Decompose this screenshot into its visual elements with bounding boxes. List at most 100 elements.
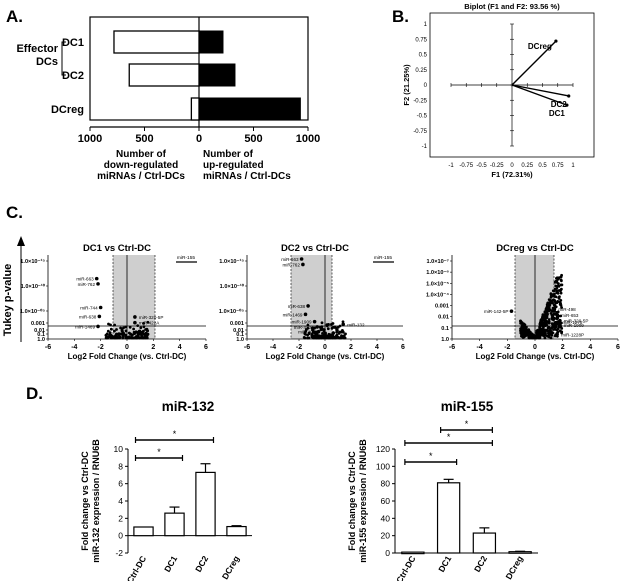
volcano-point [344, 332, 347, 336]
panel-a-right-axis-label: miRNAs / Ctrl-DCs [203, 171, 291, 182]
vector-dc1 [511, 84, 568, 106]
significance-star: * [173, 429, 177, 439]
bar-dcreg [508, 551, 532, 554]
labelled-point [98, 305, 103, 310]
labelled-point [133, 315, 137, 319]
biplot-y-tick-label: 0.25 [415, 68, 427, 74]
volcano-point [543, 331, 547, 335]
volcano-point [519, 327, 523, 331]
category-label-dcreg: DCreg [51, 104, 84, 116]
labelled-point [303, 312, 308, 317]
vector-label-dc2: DC2 [551, 100, 568, 109]
labelled-point [133, 320, 137, 325]
mirna-point-label: miR-1228P [561, 332, 584, 337]
effector-bracket [61, 41, 66, 76]
significance-star: * [157, 447, 161, 457]
volcano-point [536, 328, 540, 332]
panel-a-left-axis-label: Number of [116, 149, 167, 160]
bar-dc2 [472, 532, 497, 554]
labelled-point [341, 322, 346, 327]
volcano-y-tick-label: 1.0 [37, 337, 45, 343]
mirna-point-label: miR-744 [80, 306, 98, 311]
labelled-point [555, 313, 559, 317]
vector-point-dcreg [554, 39, 558, 43]
volcano-point [520, 331, 524, 334]
volcano-point [549, 295, 553, 299]
panel-a-left-axis-label: miRNAs / Ctrl-DCs [97, 171, 185, 182]
biplot-x-tick-label: -0.75 [459, 163, 473, 169]
volcano-point [312, 326, 316, 330]
biplot-y-tick-label: 1 [424, 22, 428, 28]
bar-down-dc1 [113, 30, 200, 54]
bar-chart-y-axis-label: Fold change vs Ctrl-DC [347, 451, 357, 551]
bar-dc1 [436, 482, 461, 554]
volcano-point [545, 321, 548, 325]
biplot-x-tick-label: -0.25 [490, 163, 504, 169]
volcano-point [527, 333, 531, 337]
volcano-x-tick-label: 2 [151, 344, 155, 351]
panel-c-volcano-plots: C. Tukey p-value DC1 vs Ctrl-DC -6 -4 -2 0 2 4… [2, 203, 620, 361]
expression-bar-chart-mir-132: miR-132 -2 0 2 4 6 8 10 Fold change vs Ctrl-DC mi… [80, 399, 252, 581]
mirna-point-label: miR-638 [79, 314, 97, 319]
volcano-point [551, 298, 555, 302]
labelled-point [299, 257, 304, 261]
volcano-point [304, 330, 308, 333]
volcano-point [334, 336, 338, 340]
volcano-x-tick-label: -4 [477, 344, 483, 351]
volcano-point [539, 321, 542, 324]
volcano-point [559, 278, 563, 282]
volcano-point [338, 336, 342, 340]
volcano-point [523, 323, 527, 327]
volcano-point [545, 314, 549, 318]
volcano-y-tick-label: 1.0×10⁻¹⁰ [21, 283, 46, 290]
labelled-point [97, 314, 102, 319]
bar-chart-y-tick-label: 20 [381, 531, 391, 541]
biplot-x-tick-label: -1 [448, 163, 454, 169]
volcano-point [113, 336, 116, 340]
volcano-point [321, 335, 325, 338]
volcano-y-tick-label: 0.001 [31, 321, 45, 327]
effector-group-label-line2: DCs [36, 56, 58, 68]
volcano-point [306, 323, 310, 327]
volcano-point [552, 289, 556, 293]
effector-group-label-line1: Effector [16, 43, 58, 55]
volcano-point [306, 336, 309, 340]
volcano-point [555, 281, 559, 284]
labelled-point [316, 329, 321, 334]
volcano-y-tick-label: 1.0×10⁻⁴ [426, 292, 449, 298]
volcano-point [556, 277, 560, 281]
volcano-point [131, 333, 134, 337]
volcano-point [556, 310, 560, 314]
volcano-point [142, 325, 146, 329]
volcano-point [545, 305, 549, 308]
volcano-points [104, 320, 150, 340]
bar-chart-y-tick-label: 4 [118, 496, 123, 506]
volcano-points [519, 273, 564, 340]
panel-d-bar-charts: D. miR-132 -2 0 2 4 6 8 10 Fold change vs Ctrl-D… [26, 384, 538, 581]
panel-a-tick-label: 500 [244, 133, 262, 145]
biplot-y-tick-label: -1 [422, 144, 428, 150]
volcano-point [559, 314, 562, 318]
bar-chart-title: miR-132 [162, 399, 215, 414]
volcano-point [132, 330, 136, 334]
volcano-point [550, 309, 554, 313]
volcano-point [560, 331, 563, 335]
labelled-point [555, 332, 559, 337]
volcano-x-tick-label: -2 [296, 344, 302, 351]
volcano-point [553, 292, 556, 296]
volcano-point [319, 327, 323, 330]
volcano-x-tick-label: 2 [561, 344, 565, 351]
volcano-x-tick-label: 6 [204, 344, 208, 351]
volcano-point [340, 334, 343, 338]
volcano-point [109, 323, 112, 327]
volcano-point [113, 329, 116, 333]
biplot-x-tick-label: 0.75 [552, 163, 564, 169]
volcano-point [124, 325, 127, 329]
volcano-point [110, 334, 114, 338]
volcano-point [122, 326, 125, 330]
panel-a-tick-label: 0 [196, 133, 202, 145]
volcano-x-tick-label: 4 [375, 344, 379, 351]
volcano-point [317, 336, 321, 340]
volcano-point [121, 329, 124, 333]
fold-change-band [113, 255, 155, 339]
